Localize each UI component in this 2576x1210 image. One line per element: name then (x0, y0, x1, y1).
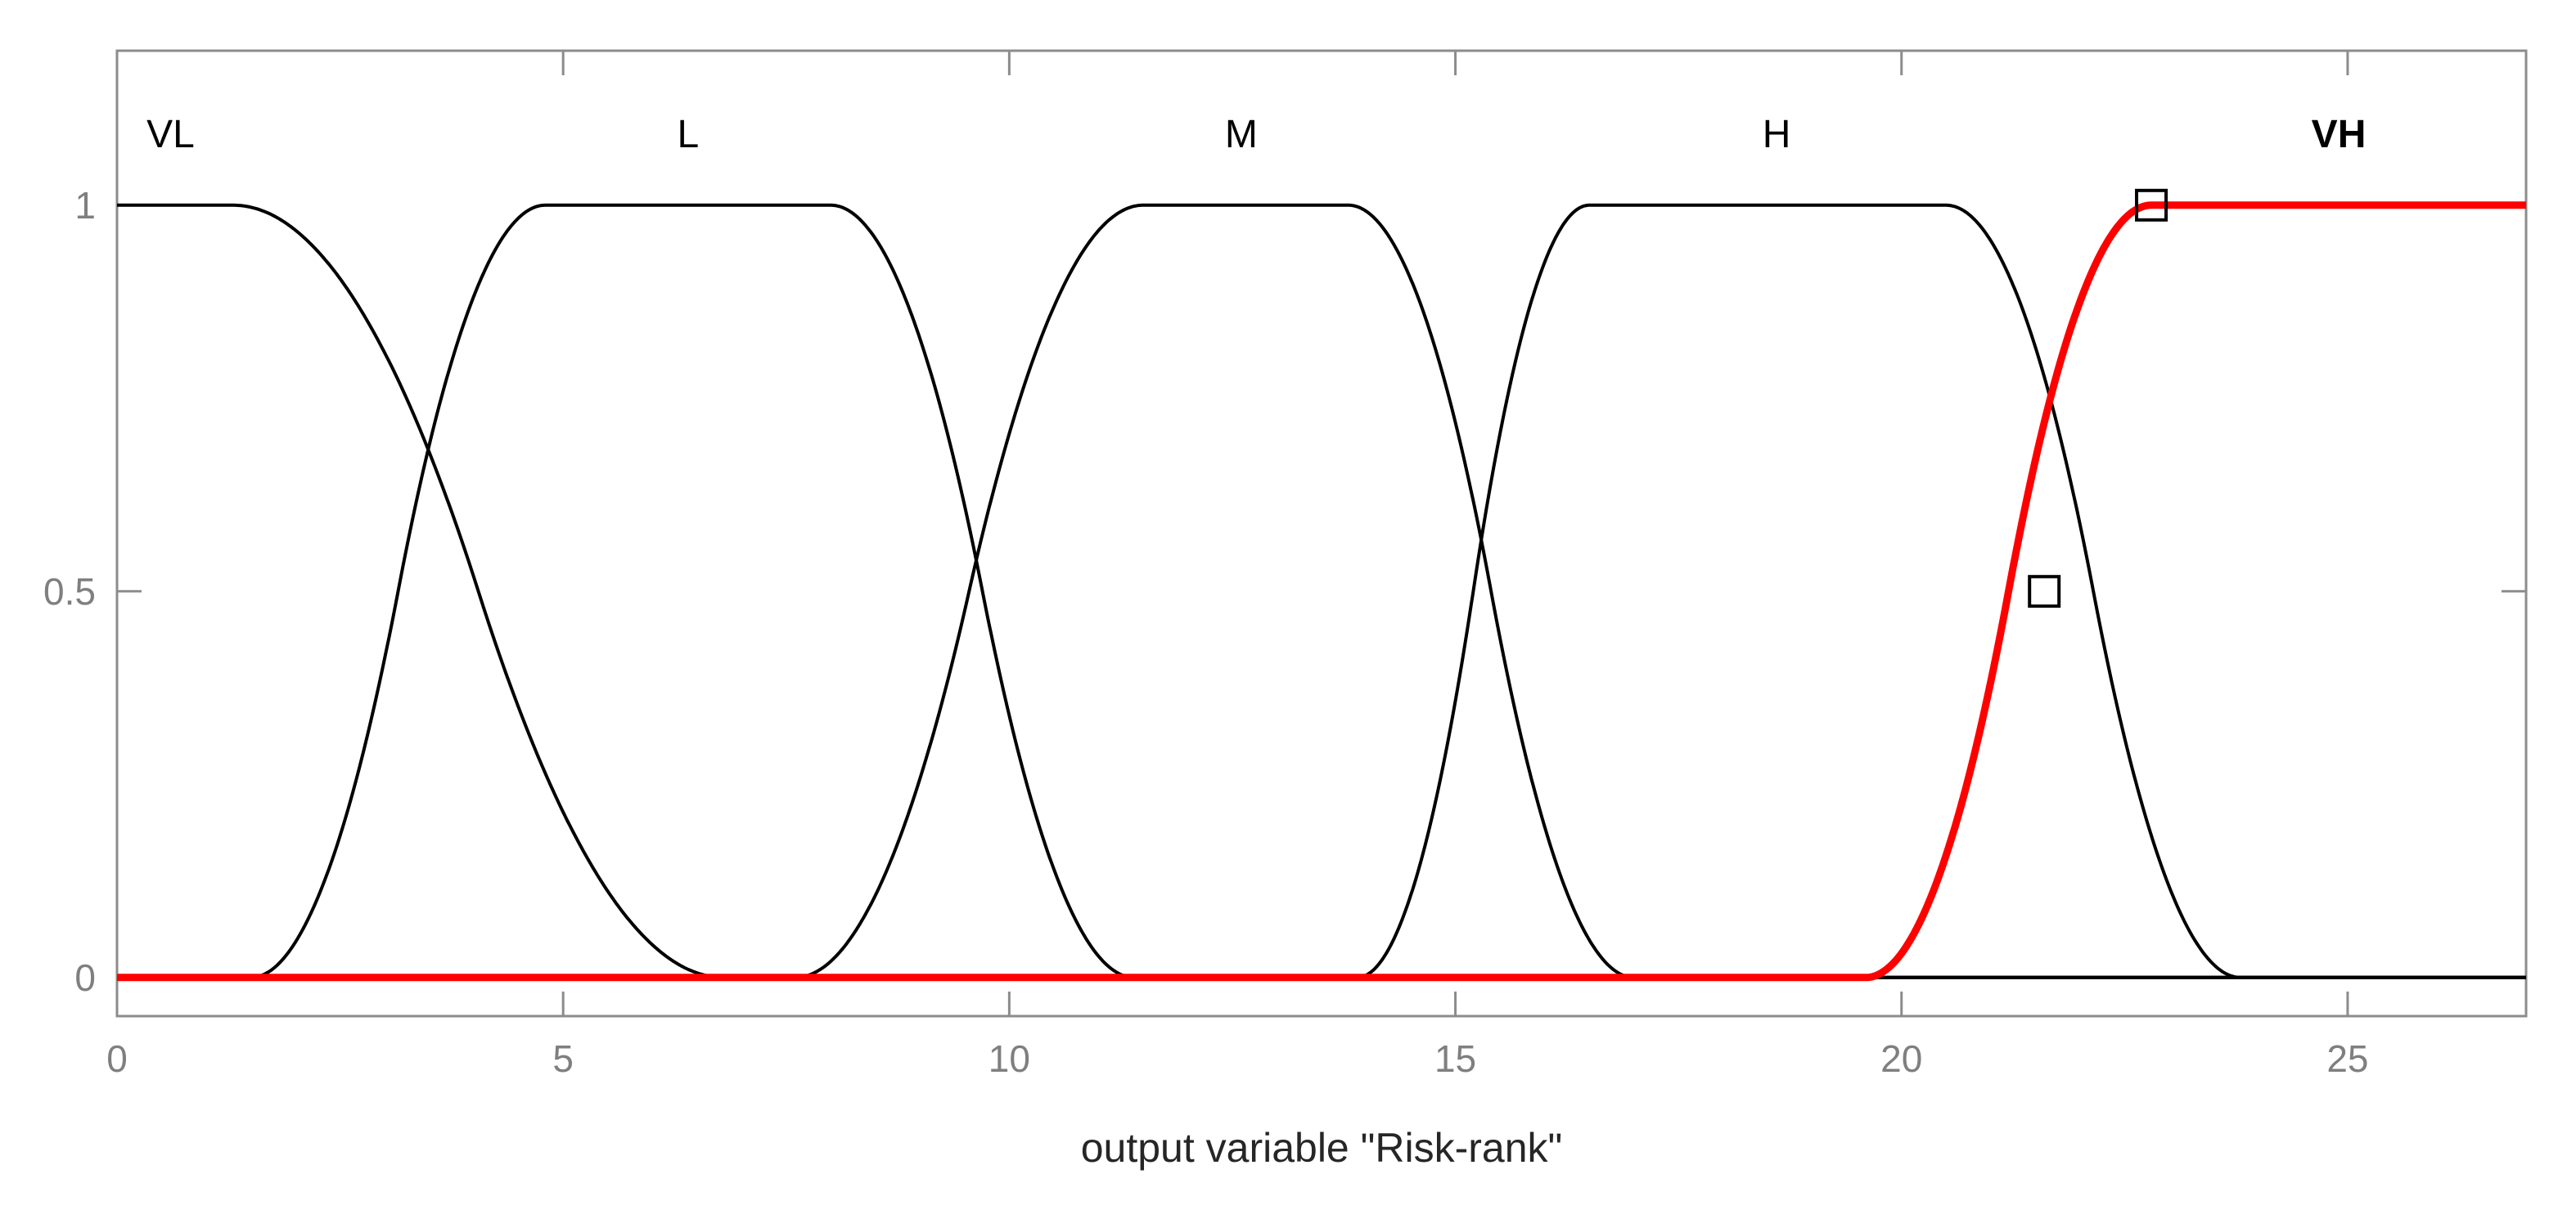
y-tick-label: 1 (74, 184, 96, 227)
mf-label-m: M (1225, 113, 1258, 156)
x-tick-label: 20 (1880, 1037, 1922, 1080)
y-tick-label: 0.5 (43, 570, 96, 613)
x-tick-label: 25 (2326, 1037, 2368, 1080)
membership-labels: VL L M H VH (146, 113, 2366, 156)
axis-tick-labels: 0 5 10 15 20 25 0 0.5 1 (43, 184, 2368, 1080)
curve-marker (2135, 188, 2168, 222)
x-axis-title: output variable "Risk-rank" (1081, 1125, 1563, 1171)
x-tick-label: 10 (989, 1037, 1030, 1080)
y-tick-label: 0 (74, 956, 96, 999)
mf-label-vl: VL (146, 113, 195, 156)
x-tick-label: 15 (1434, 1037, 1476, 1080)
mf-label-h: H (1763, 113, 1791, 156)
curve-marker (2028, 574, 2061, 608)
plot-background (115, 49, 2528, 1018)
x-tick-label: 0 (106, 1037, 128, 1080)
curve-markers (2028, 188, 2168, 608)
membership-curves (115, 201, 2529, 982)
curve-vh (115, 201, 2529, 982)
mf-label-l: L (677, 113, 699, 156)
x-tick-label: 5 (552, 1037, 574, 1080)
mf-label-vh: VH (2312, 113, 2367, 156)
